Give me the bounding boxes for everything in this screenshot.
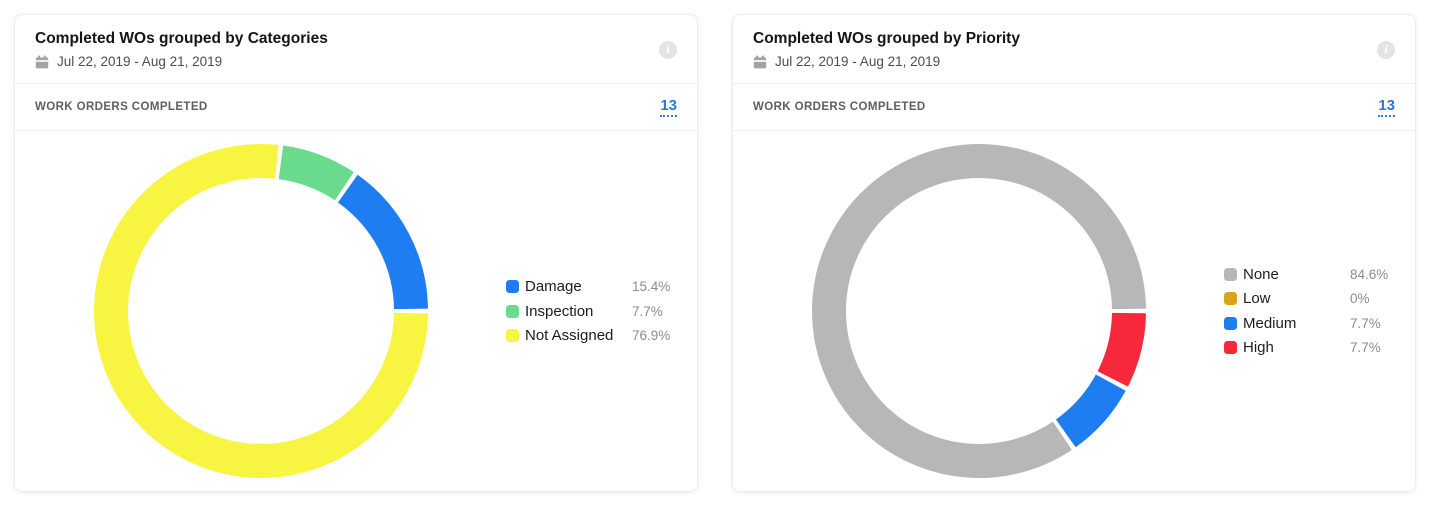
legend-color-swatch — [1224, 292, 1237, 306]
legend-label: Inspection — [525, 302, 594, 320]
legend-percent: 76.9% — [632, 328, 671, 343]
legend-label: Medium — [1243, 314, 1297, 332]
info-icon[interactable]: i — [659, 40, 677, 59]
legend-color-swatch — [1224, 316, 1237, 330]
card-title: Completed WOs grouped by Categories — [35, 29, 328, 47]
legend-item-medium[interactable]: Medium 7.7% — [1224, 311, 1404, 336]
legend-percent: 84.6% — [1350, 266, 1389, 282]
donut-chart-categories[interactable] — [91, 141, 431, 481]
donut-chart-wrap — [809, 141, 1149, 481]
date-range-row: Jul 22, 2019 - Aug 21, 2019 — [35, 54, 328, 69]
legend-color-swatch — [506, 329, 519, 342]
work-orders-completed-label: WORK ORDERS COMPLETED — [753, 101, 926, 113]
date-range-text: Jul 22, 2019 - Aug 21, 2019 — [57, 54, 223, 70]
card-header-text: Completed WOs grouped by Categories Jul … — [35, 30, 328, 70]
legend-percent: 7.7% — [1350, 340, 1381, 356]
work-orders-completed-row: WORK ORDERS COMPLETED 13 — [15, 84, 697, 131]
chart-area: None 84.6% Low 0% Medium 7.7% High 7.7% — [733, 131, 1415, 491]
donut-chart-wrap — [91, 141, 431, 481]
legend-color-swatch — [1224, 267, 1237, 281]
legend-item-inspection[interactable]: Inspection 7.7% — [506, 299, 686, 324]
legend-color-swatch — [1224, 341, 1237, 355]
card-completed-wos-categories: Completed WOs grouped by Categories Jul … — [14, 14, 698, 492]
card-title: Completed WOs grouped by Priority — [753, 29, 1020, 47]
work-orders-completed-label: WORK ORDERS COMPLETED — [35, 101, 208, 113]
card-header-text: Completed WOs grouped by Priority Jul 22… — [753, 30, 1020, 70]
work-orders-completed-row: WORK ORDERS COMPLETED 13 — [733, 84, 1415, 131]
legend-percent: 7.7% — [1350, 315, 1381, 331]
work-orders-completed-count[interactable]: 13 — [1378, 97, 1395, 118]
legend-label: Not Assigned — [525, 327, 614, 344]
legend-percent: 15.4% — [632, 279, 671, 294]
legend-percent: 7.7% — [632, 303, 663, 319]
date-range-text: Jul 22, 2019 - Aug 21, 2019 — [775, 54, 941, 70]
date-range-row: Jul 22, 2019 - Aug 21, 2019 — [753, 54, 1020, 69]
calendar-icon — [753, 55, 767, 69]
legend-label: High — [1243, 339, 1274, 357]
legend-item-none[interactable]: None 84.6% — [1224, 262, 1404, 287]
work-orders-completed-count[interactable]: 13 — [660, 97, 677, 118]
chart-legend: None 84.6% Low 0% Medium 7.7% High 7.7% — [1224, 262, 1404, 360]
legend-item-damage[interactable]: Damage 15.4% — [506, 274, 686, 299]
legend-color-swatch — [506, 304, 519, 318]
info-icon[interactable]: i — [1377, 40, 1395, 59]
legend-color-swatch — [506, 280, 519, 293]
card-header: Completed WOs grouped by Categories Jul … — [15, 15, 697, 84]
donut-chart-priority[interactable] — [809, 141, 1149, 481]
legend-item-not-assigned[interactable]: Not Assigned 76.9% — [506, 323, 686, 348]
chart-legend: Damage 15.4% Inspection 7.7% Not Assigne… — [506, 274, 686, 348]
card-completed-wos-priority: Completed WOs grouped by Priority Jul 22… — [732, 14, 1416, 492]
card-header: Completed WOs grouped by Priority Jul 22… — [733, 15, 1415, 84]
chart-area: Damage 15.4% Inspection 7.7% Not Assigne… — [15, 131, 697, 491]
calendar-icon — [35, 55, 49, 69]
legend-percent: 0% — [1350, 291, 1370, 307]
legend-item-high[interactable]: High 7.7% — [1224, 336, 1404, 361]
legend-label: Damage — [525, 278, 582, 295]
legend-label: Low — [1243, 290, 1271, 308]
legend-item-low[interactable]: Low 0% — [1224, 287, 1404, 312]
legend-label: None — [1243, 265, 1279, 283]
